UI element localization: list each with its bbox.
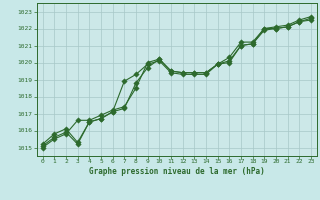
X-axis label: Graphe pression niveau de la mer (hPa): Graphe pression niveau de la mer (hPa) xyxy=(89,167,265,176)
